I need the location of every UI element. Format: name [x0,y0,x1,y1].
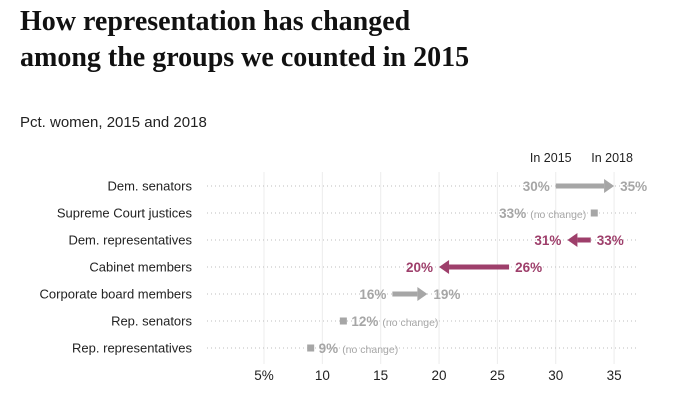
no-change-marker [307,344,315,352]
x-tick-label: 15 [373,368,388,383]
no-change-note: (no change) [530,209,586,221]
no-change-marker [590,209,598,217]
value-label-2015: 12% (no change) [351,314,438,329]
x-tick-label: 30 [548,368,563,383]
x-tick-label: 35 [607,368,622,383]
chart-title-line-1: How representation has changed [20,6,411,37]
value-label-2018: 31% [534,233,561,248]
value-label-2015-text: 12% [351,314,378,329]
x-tick-label: 10 [315,368,330,383]
category-label: Cabinet members [89,260,192,275]
category-label: Supreme Court justices [57,206,193,221]
category-label: Dem. senators [107,179,192,194]
category-label: Rep. representatives [72,341,192,356]
x-tick-label: 25 [490,368,505,383]
x-tick-label: 20 [432,368,447,383]
value-label-2015: 33% (no change) [499,206,586,221]
category-label: Rep. senators [111,314,192,329]
value-label-2015: 16% [359,287,386,302]
chart-subtitle: Pct. women, 2015 and 2018 [20,114,207,131]
no-change-note: (no change) [342,344,398,356]
value-label-2015-text: 33% [499,206,526,221]
column-header-2015: In 2015 [530,151,572,165]
category-label: Dem. representatives [68,233,192,248]
value-label-2018: 35% [620,179,647,194]
value-label-2015: 9% (no change) [319,341,399,356]
value-label-2018: 20% [406,260,433,275]
chart-title-line-2: among the groups we counted in 2015 [20,42,470,73]
no-change-note: (no change) [382,317,438,329]
no-change-marker [339,317,347,325]
column-header-2018: In 2018 [591,151,633,165]
change-arrow-head [439,260,450,274]
value-label-2015: 33% [597,233,624,248]
category-label: Corporate board members [40,287,193,302]
change-arrow-head [604,179,615,193]
value-label-2015: 30% [523,179,550,194]
value-label-2015: 26% [515,260,542,275]
chart-title: How representation has changed among the… [20,4,469,76]
change-arrow-head [567,233,578,247]
x-tick-label: 5% [254,368,274,383]
value-label-2015-text: 9% [319,341,339,356]
change-arrow-head [417,287,428,301]
value-label-2018: 19% [433,287,460,302]
